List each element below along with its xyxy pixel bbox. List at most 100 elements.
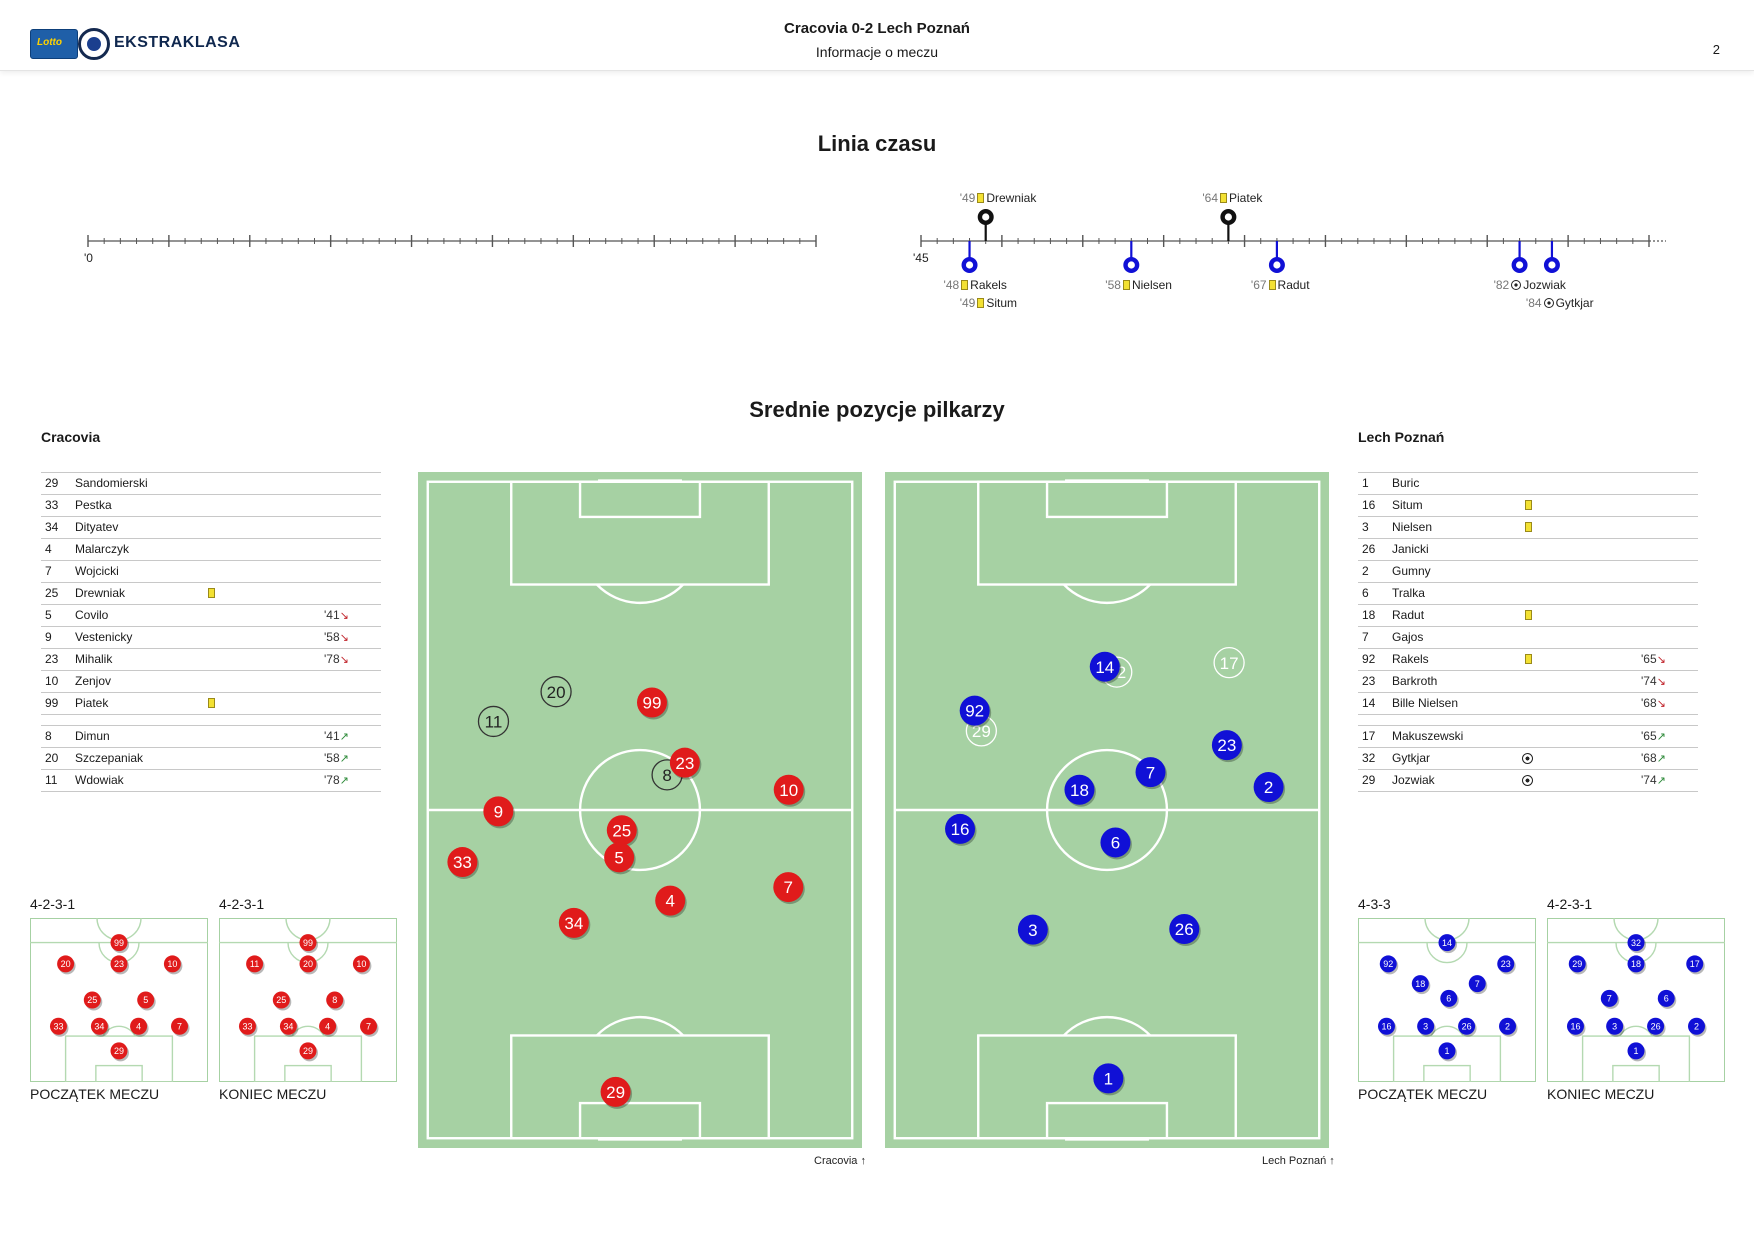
- player-marker: 92: [1379, 955, 1399, 975]
- marker-number: 29: [303, 1046, 313, 1056]
- marker-number: 34: [564, 914, 583, 933]
- player-marker: 1: [1438, 1042, 1457, 1062]
- goal-bottom: [598, 1137, 682, 1141]
- player-name: Janicki: [1392, 542, 1429, 556]
- marker-number: 6: [1664, 994, 1669, 1004]
- marker-number: 6: [1446, 994, 1451, 1004]
- marker-number: 16: [1570, 1021, 1580, 1031]
- player-name: Sandomierski: [75, 476, 148, 490]
- mini-penalty-arc: [102, 1025, 136, 1037]
- marker-circle: [49, 1017, 67, 1035]
- marker-circle: [171, 1017, 189, 1035]
- goal-bottom: [1065, 1137, 1149, 1141]
- event-player: Gytkjar: [1555, 296, 1594, 310]
- marker-circle: [110, 934, 128, 952]
- player-marker: 26: [1169, 913, 1201, 946]
- marker-circle: [1499, 1017, 1517, 1035]
- event-player: Piatek: [1229, 191, 1263, 205]
- marker-number: 3: [1423, 1021, 1428, 1031]
- player-name: Gajos: [1392, 630, 1424, 644]
- player-marker: 10: [773, 774, 806, 807]
- substitution-info: '74↘: [1641, 671, 1666, 693]
- lineup-row: 32 Gytkjar '68↗: [1358, 747, 1698, 769]
- marker-circle: [110, 1042, 128, 1060]
- marker-number: 11: [485, 713, 503, 732]
- mini-goal-area: [1423, 1064, 1471, 1082]
- lineup-row: 16 Situm: [1358, 494, 1698, 516]
- marker-number: 1: [1633, 1046, 1638, 1056]
- player-name: Bille Nielsen: [1392, 696, 1459, 710]
- lineup-row: 29 Jozwiak '74↗: [1358, 769, 1698, 792]
- player-number: 23: [1362, 674, 1376, 688]
- marker-number: 23: [1501, 959, 1511, 969]
- player-marker: 2: [1253, 772, 1286, 805]
- sub-out-arrow-icon: ↘: [1656, 654, 1666, 666]
- yellow-card-icon: [208, 698, 215, 708]
- marker-circle: [272, 991, 290, 1009]
- marker-circle: [636, 687, 667, 718]
- marker-circle: [319, 1017, 337, 1035]
- lineup-row: 23 Barkroth '74↘: [1358, 670, 1698, 692]
- marker-circle: [238, 1017, 256, 1035]
- marker-circle: [137, 991, 155, 1009]
- player-marker: 16: [945, 813, 977, 846]
- player-marker: 4: [655, 885, 687, 918]
- sub-out-arrow-icon: ↘: [339, 654, 349, 666]
- substitution-info: '65↘: [1641, 649, 1666, 671]
- player-marker: 20: [540, 676, 572, 708]
- player-name: Malarczyk: [75, 542, 130, 556]
- marker-circle: [558, 907, 589, 938]
- marker-circle: [483, 796, 514, 827]
- timeline-event-label: '58 Nielsen: [1105, 278, 1172, 292]
- sub-in-arrow-icon: ↗: [339, 775, 349, 787]
- marker-circle: [1438, 1042, 1456, 1060]
- marker-circle: [1411, 975, 1429, 993]
- player-marker: 14: [1089, 651, 1122, 684]
- player-marker: 7: [1600, 989, 1620, 1009]
- event-minute: '58: [1105, 278, 1121, 292]
- substitution-minute: '74: [1641, 773, 1657, 787]
- marker-circle: [1627, 955, 1645, 973]
- substitution-minute: '78: [324, 773, 340, 787]
- player-marker: 33: [238, 1017, 258, 1037]
- event-player: Situm: [986, 296, 1018, 310]
- lineup-row: 9 Vestenicky '58↘: [41, 626, 381, 648]
- substitution-info: '65↗: [1641, 726, 1666, 748]
- substitution-info: '41↗: [324, 726, 349, 748]
- player-marker: 5: [137, 991, 156, 1011]
- marker-number: 9: [494, 802, 503, 821]
- marker-circle: [1688, 1017, 1706, 1035]
- player-name: Gytkjar: [1392, 751, 1431, 765]
- player-number: 7: [45, 564, 52, 578]
- substitution-minute: '58: [324, 751, 340, 765]
- player-marker: 10: [163, 955, 183, 975]
- away-formation-end-label: 4-2-3-1: [1547, 896, 1593, 912]
- player-number: 14: [1362, 696, 1376, 710]
- marker-number: 26: [1462, 1021, 1472, 1031]
- player-number: 11: [45, 773, 58, 787]
- lineup-row: 14 Bille Nielsen '68↘: [1358, 692, 1698, 715]
- lineup-row: 92 Rakels '65↘: [1358, 648, 1698, 670]
- page-header: Lotto EKSTRAKLASA Cracovia 0-2 Lech Pozn…: [0, 0, 1754, 71]
- player-number: 1: [1362, 476, 1369, 490]
- lineup-row: 7 Gajos: [1358, 626, 1698, 648]
- player-marker: 18: [1064, 774, 1096, 807]
- positions-title: Srednie pozycje pilkarzy: [749, 397, 1005, 422]
- event-player: Drewniak: [986, 191, 1037, 205]
- player-number: 32: [1362, 751, 1376, 765]
- marker-number: 33: [242, 1021, 252, 1031]
- marker-circle: [352, 955, 370, 973]
- substitution-minute: '65: [1641, 652, 1657, 666]
- player-name: Makuszewski: [1392, 729, 1464, 743]
- marker-circle: [1379, 955, 1397, 973]
- marker-circle: [1093, 1063, 1124, 1094]
- substitution-minute: '74: [1641, 674, 1657, 688]
- player-marker: 99: [110, 934, 129, 954]
- marker-number: 26: [1651, 1021, 1661, 1031]
- marker-number: 8: [662, 766, 671, 785]
- marker-circle: [1647, 1017, 1665, 1035]
- arrow-up-icon: ↑: [1329, 1155, 1335, 1167]
- lineup-row: 3 Nielsen: [1358, 516, 1698, 538]
- event-minute: '67: [1250, 278, 1267, 292]
- page-number: 2: [1712, 42, 1720, 57]
